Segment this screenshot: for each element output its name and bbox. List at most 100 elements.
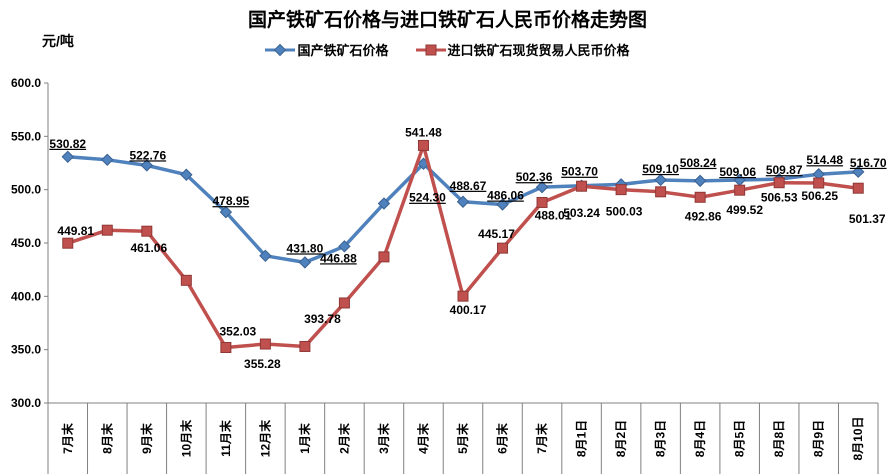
imported-data-point-marker [259, 338, 271, 350]
imported-data-label: 500.03 [606, 205, 643, 219]
imported-data-point-marker [694, 191, 706, 203]
domestic-data-label: 524.30 [409, 191, 446, 205]
imported-data-label: 492.86 [685, 209, 722, 223]
imported-data-label: 503.24 [563, 206, 600, 220]
y-tick-label: 400.0 [11, 289, 41, 303]
y-tick-label: 350.0 [11, 343, 41, 357]
imported-data-label: 352.03 [220, 325, 257, 339]
imported-data-label: 501.37 [849, 212, 886, 226]
x-tick-label: 9月末 [139, 422, 154, 454]
domestic-data-point-marker [180, 168, 193, 181]
domestic-data-label: 508.24 [680, 156, 717, 170]
legend-item-imported: 进口铁矿石现货贸易人民币价格 [415, 40, 630, 59]
imported-data-point-marker [417, 139, 429, 151]
x-tick-label: 7月末 [534, 422, 549, 454]
x-tick-label: 5月末 [455, 422, 470, 454]
y-tick-label: 550.0 [11, 129, 41, 143]
legend-item-domestic: 国产铁矿石价格 [265, 40, 389, 59]
imported-data-point-marker [378, 251, 390, 263]
domestic-data-label: 446.88 [320, 251, 357, 265]
domestic-data-point-marker [377, 197, 391, 210]
imported-data-point-marker [734, 184, 746, 196]
domestic-series-legend-marker [265, 43, 296, 56]
domestic-data-point-marker [456, 195, 470, 208]
domestic-data-label: 509.06 [719, 165, 756, 179]
domestic-data-label: 522.76 [129, 148, 166, 162]
imported-data-label: 499.52 [726, 203, 763, 217]
x-tick-label: 8月2日 [614, 420, 628, 457]
x-tick-label: 2月末 [336, 422, 351, 454]
domestic-data-label: 514.48 [806, 153, 843, 167]
imported-data-point-marker [338, 297, 350, 309]
x-tick-label: 6月末 [495, 422, 510, 454]
imported-data-label: 355.28 [244, 357, 281, 371]
y-tick-label: 500.0 [11, 183, 41, 197]
imported-data-point-marker [615, 184, 627, 196]
domestic-data-point-marker [259, 249, 272, 263]
domestic-data-point-marker [219, 205, 233, 219]
x-tick-label: 11月末 [218, 419, 233, 457]
domestic-data-label: 502.36 [516, 170, 553, 184]
imported-data-point-marker [220, 342, 232, 354]
imported-data-point-marker [141, 225, 153, 237]
imported-data-point-marker [299, 340, 311, 352]
domestic-data-point-marker [496, 198, 509, 211]
domestic-data-point-marker [338, 240, 351, 253]
y-tick-label: 600.0 [11, 76, 41, 90]
domestic-data-point-marker [298, 256, 312, 269]
domestic-data-point-marker [140, 159, 154, 172]
x-tick-label: 8月5日 [733, 420, 747, 457]
domestic-data-point-marker [852, 165, 865, 179]
x-tick-label: 8月8日 [772, 420, 786, 457]
x-tick-label: 8月10日 [851, 416, 865, 460]
x-tick-label: 8月3日 [654, 420, 668, 457]
domestic-data-label: 530.82 [49, 137, 86, 151]
domestic-data-label: 486.06 [487, 189, 524, 203]
domestic-data-point-marker [61, 150, 74, 163]
imported-data-point-marker [180, 274, 192, 286]
x-tick-label: 8月末 [99, 422, 114, 454]
imported-data-label: 541.48 [405, 125, 442, 139]
imported-data-label: 506.25 [801, 189, 838, 203]
domestic-data-point-marker [654, 173, 667, 187]
imported-data-label: 488.01 [535, 208, 572, 222]
x-tick-label: 8月4日 [693, 420, 707, 457]
imported-data-point-marker [576, 180, 588, 192]
x-tick-label: 1月末 [297, 422, 312, 454]
x-tick-label: 12月末 [257, 419, 272, 457]
imported-data-point-marker [655, 186, 667, 198]
imported-data-label: 393.78 [304, 312, 341, 326]
imported-data-point-marker [773, 177, 785, 189]
imported-data-label: 506.53 [761, 191, 798, 205]
y-tick-label: 300.0 [11, 396, 41, 410]
x-tick-label: 3月末 [376, 422, 391, 454]
domestic-data-label: 503.70 [561, 165, 598, 179]
domestic-data-label: 509.10 [642, 162, 679, 176]
x-tick-label: 7月末 [60, 422, 75, 454]
x-tick-label: 8月9日 [812, 420, 826, 457]
x-tick-label: 10月末 [178, 419, 193, 457]
domestic-data-point-marker [101, 153, 114, 167]
x-tick-label: 8月1日 [575, 420, 589, 457]
imported-data-label: 400.17 [450, 303, 487, 317]
legend: 国产铁矿石价格 进口铁矿石现货贸易人民币价格 [0, 40, 895, 59]
y-tick-label: 450.0 [11, 236, 41, 250]
imported-series-legend-marker [415, 44, 446, 55]
domestic-data-label: 516.70 [850, 156, 887, 170]
imported-data-label: 461.06 [130, 241, 167, 255]
imported-data-label: 449.81 [57, 224, 94, 238]
imported-data-point-marker [62, 237, 74, 249]
imported-data-point-marker [852, 182, 864, 194]
imported-data-label: 445.17 [478, 227, 515, 241]
domestic-data-label: 431.80 [287, 241, 324, 255]
domestic-data-point-marker [693, 174, 707, 188]
domestic-data-point-marker [535, 180, 549, 194]
domestic-data-label: 488.67 [450, 179, 487, 193]
imported-data-point-marker [457, 290, 469, 302]
legend-label-domestic: 国产铁矿石价格 [297, 43, 389, 58]
legend-label-imported: 进口铁矿石现货贸易人民币价格 [447, 43, 630, 58]
imported-data-point-marker [101, 224, 113, 236]
y-axis-unit-label: 元/吨 [42, 33, 74, 49]
